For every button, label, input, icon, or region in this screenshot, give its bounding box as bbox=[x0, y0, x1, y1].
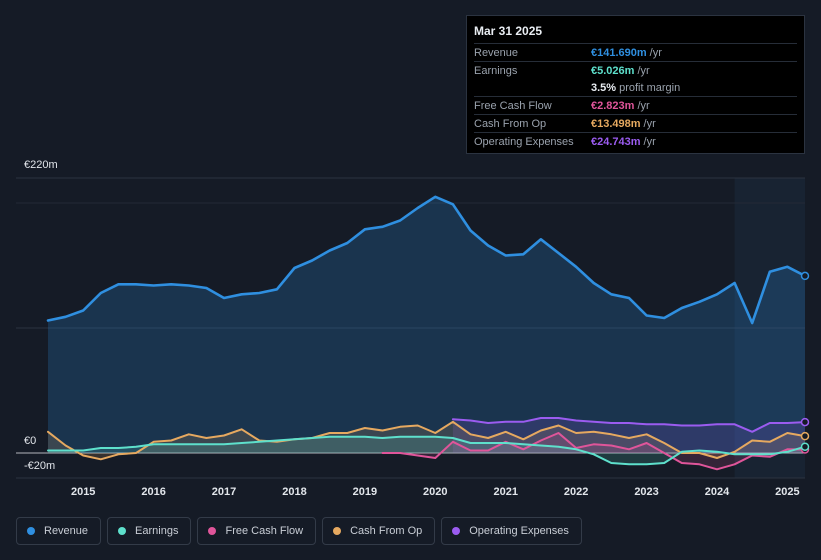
line-free-cash-flow bbox=[381, 432, 806, 471]
tooltip-value: €5.026m bbox=[591, 64, 635, 77]
legend-item-earnings[interactable]: Earnings bbox=[107, 517, 192, 545]
legend-dot-icon bbox=[333, 527, 342, 535]
legend-dot-icon bbox=[118, 527, 127, 535]
line-revenue bbox=[46, 195, 807, 325]
x-tick-label: 2015 bbox=[71, 486, 95, 498]
tooltip-label: Cash From Op bbox=[474, 117, 547, 130]
x-tick-label: 2016 bbox=[141, 486, 165, 498]
tooltip-label: Free Cash Flow bbox=[474, 99, 552, 112]
tooltip-row-earnings: Earnings €5.026m /yr bbox=[474, 61, 797, 79]
tooltip-value: 3.5% bbox=[591, 81, 617, 94]
tooltip-label: Revenue bbox=[474, 46, 519, 59]
x-tick-label: 2023 bbox=[634, 486, 658, 498]
x-axis-ticks: 2015 2016 2017 2018 2019 2020 2021 2022 2023 2024… bbox=[71, 486, 800, 498]
legend-item-free-cash-flow[interactable]: Free Cash Flow bbox=[197, 517, 317, 545]
legend-label: Cash From Op bbox=[350, 525, 423, 537]
tooltip-value: €2.823m bbox=[591, 99, 635, 112]
tooltip-unit: /yr bbox=[643, 117, 656, 130]
legend-item-cash-from-op[interactable]: Cash From Op bbox=[322, 517, 436, 545]
y-tick-label-top: €220m bbox=[24, 159, 58, 171]
tooltip-label: Operating Expenses bbox=[474, 135, 574, 148]
x-tick-label: 2018 bbox=[282, 486, 306, 498]
legend-label: Free Cash Flow bbox=[225, 525, 304, 537]
chart-legend: Revenue Earnings Free Cash Flow Cash Fro… bbox=[16, 517, 582, 547]
series-lines bbox=[46, 195, 807, 471]
tooltip-row-free-cash-flow: Free Cash Flow €2.823m /yr bbox=[474, 96, 797, 114]
x-tick-label: 2024 bbox=[705, 486, 730, 498]
y-tick-label-bottom: -€20m bbox=[24, 460, 56, 472]
tooltip-value: €13.498m bbox=[591, 117, 641, 130]
tooltip-date: Mar 31 2025 bbox=[474, 24, 543, 38]
line-earnings bbox=[47, 435, 806, 466]
x-tick-label: 2019 bbox=[353, 486, 377, 498]
tooltip-value: €24.743m bbox=[591, 135, 641, 148]
chart-gridlines bbox=[16, 177, 805, 479]
x-tick-label: 2022 bbox=[564, 486, 588, 498]
legend-label: Operating Expenses bbox=[469, 525, 569, 537]
series-endpoints bbox=[800, 271, 810, 454]
legend-label: Revenue bbox=[44, 525, 89, 537]
legend-dot-icon bbox=[208, 527, 217, 535]
endpoint-cash-from-op bbox=[800, 431, 810, 441]
tooltip-unit: /yr bbox=[649, 46, 662, 59]
tooltip-unit: profit margin bbox=[619, 81, 681, 94]
tooltip-row-revenue: Revenue €141.690m /yr bbox=[474, 43, 797, 61]
area-operating-expenses bbox=[452, 418, 805, 453]
data-tooltip: Mar 31 2025 Revenue €141.690m /yr Earnin… bbox=[466, 15, 805, 154]
area-free-cash-flow bbox=[382, 433, 805, 470]
y-tick-label-zero: €0 bbox=[24, 435, 37, 447]
x-tick-label: 2025 bbox=[775, 486, 799, 498]
tooltip-row-operating-expenses: Operating Expenses €24.743m /yr bbox=[474, 132, 797, 150]
tooltip-row-profit-margin: 3.5% profit margin bbox=[474, 79, 797, 96]
legend-label: Earnings bbox=[135, 525, 179, 537]
endpoint-earnings bbox=[800, 442, 810, 451]
endpoint-operating-expenses bbox=[800, 417, 810, 427]
x-tick-label: 2017 bbox=[212, 486, 236, 498]
line-operating-expenses bbox=[451, 417, 806, 433]
tooltip-unit: /yr bbox=[637, 99, 650, 112]
area-revenue bbox=[48, 196, 805, 454]
legend-dot-icon bbox=[452, 527, 461, 535]
endpoint-revenue bbox=[800, 271, 810, 281]
legend-item-operating-expenses[interactable]: Operating Expenses bbox=[441, 517, 582, 545]
x-tick-label: 2020 bbox=[423, 486, 447, 498]
tooltip-value: €141.690m bbox=[591, 46, 647, 59]
line-cash-from-op bbox=[47, 420, 806, 461]
tooltip-unit: /yr bbox=[637, 64, 650, 77]
tooltip-row-cash-from-op: Cash From Op €13.498m /yr bbox=[474, 114, 797, 132]
x-tick-label: 2021 bbox=[493, 486, 517, 498]
tooltip-unit: /yr bbox=[643, 135, 656, 148]
tooltip-label: Earnings bbox=[474, 64, 518, 77]
legend-item-revenue[interactable]: Revenue bbox=[16, 517, 102, 545]
legend-dot-icon bbox=[27, 527, 35, 535]
